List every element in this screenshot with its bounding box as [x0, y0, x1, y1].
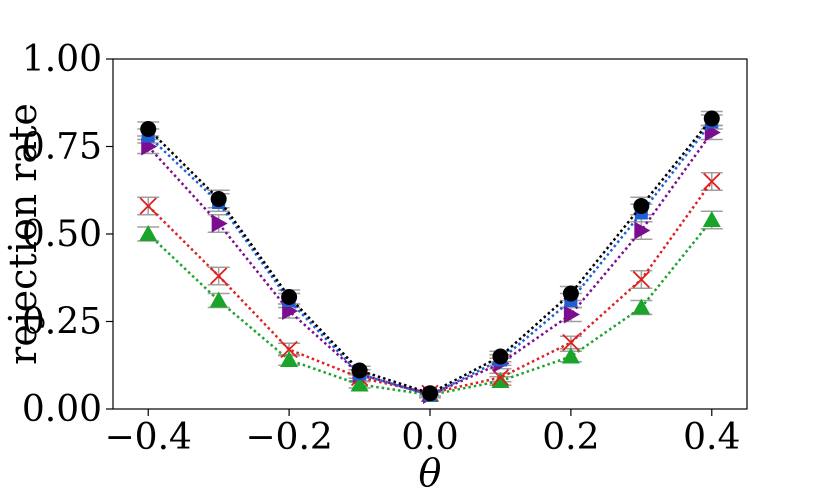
series-line [147, 117, 713, 395]
data-point [211, 214, 228, 233]
series-line [147, 131, 713, 397]
y-tick-label: 0.75 [22, 127, 102, 168]
data-point [562, 333, 580, 352]
x-tick-label: −0.4 [105, 417, 192, 458]
data-point [702, 211, 721, 227]
data-point [703, 110, 720, 127]
errorbar-group-5 [137, 110, 723, 397]
data-point [561, 347, 580, 364]
data-point [139, 197, 157, 215]
data-point [491, 372, 510, 388]
errorbar-group-4 [137, 114, 723, 399]
x-axis: −0.4 −0.2 0.0 0.2 0.4 [105, 409, 740, 458]
series-line [147, 180, 713, 395]
data-point [491, 368, 510, 387]
series-3 [141, 123, 721, 404]
data-point [281, 289, 298, 305]
data-point [210, 191, 227, 207]
series-line [147, 121, 713, 397]
x-tick-label: 0.2 [542, 417, 599, 458]
y-axis-title: rejection rate [1, 103, 45, 365]
data-point [351, 362, 368, 379]
data-point [563, 305, 580, 324]
series-1 [139, 211, 721, 402]
x-tick-label: 0.4 [683, 417, 740, 458]
y-axis: 0.00 0.25 0.50 0.75 1.00 [22, 39, 113, 430]
data-point [350, 375, 369, 392]
series-4 [141, 115, 719, 402]
series-line [147, 219, 713, 397]
y-tick-label: 1.00 [22, 39, 102, 80]
y-tick-label: 0.00 [22, 389, 102, 430]
data-point [562, 285, 579, 302]
plot-frame [112, 58, 748, 410]
y-tick-label: 0.25 [22, 302, 102, 343]
plot-layer [137, 110, 723, 404]
data-point [422, 385, 438, 402]
data-point [492, 348, 509, 365]
data-point [209, 291, 228, 308]
data-point [280, 340, 298, 359]
data-point [632, 298, 651, 315]
x-tick-label: 0.0 [401, 417, 458, 458]
errorbar-group-3 [137, 124, 723, 399]
data-point [634, 221, 651, 240]
data-point [632, 270, 650, 289]
series-5 [140, 110, 720, 402]
data-point [633, 198, 650, 214]
data-point [140, 121, 157, 137]
x-tick-label: −0.2 [245, 417, 332, 458]
x-axis-title: θ [419, 451, 442, 495]
data-point [280, 351, 299, 367]
data-point [210, 267, 228, 285]
y-tick-label: 0.50 [22, 214, 102, 255]
data-point [703, 172, 721, 191]
data-point [139, 225, 158, 241]
